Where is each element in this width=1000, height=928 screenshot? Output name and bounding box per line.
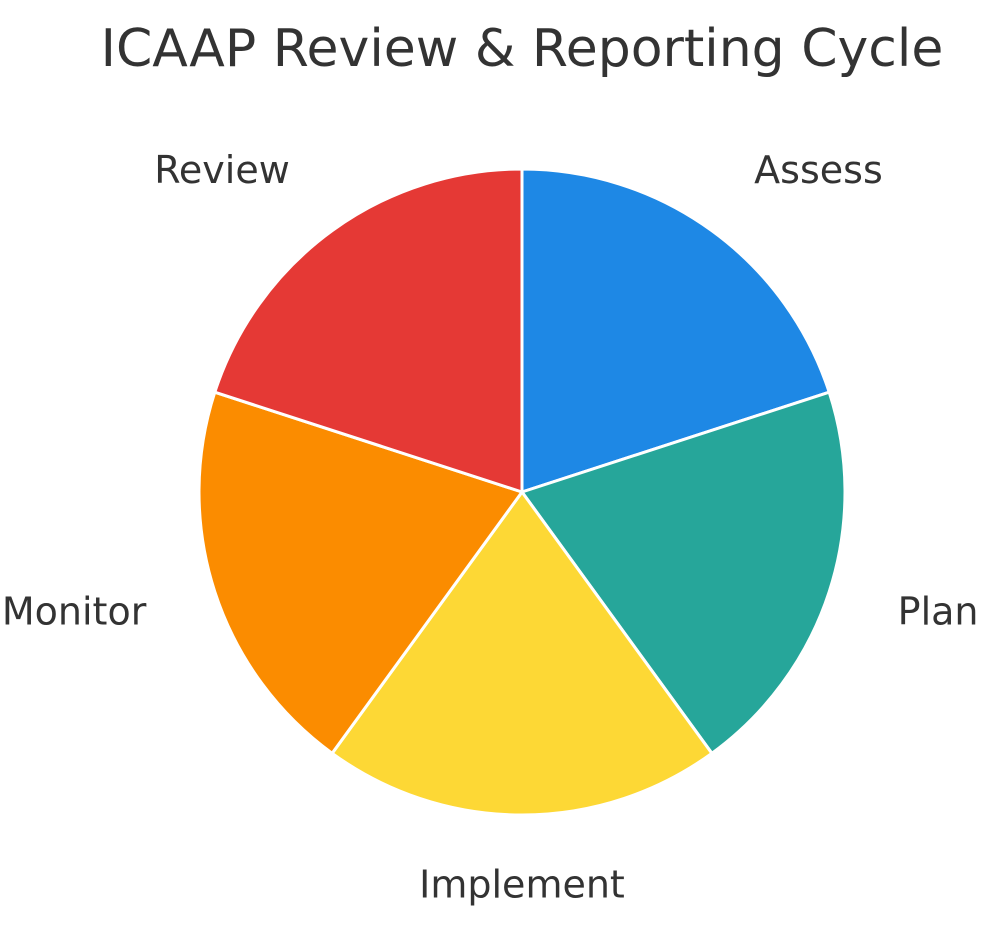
pie-slices bbox=[197, 167, 847, 817]
pie-label-monitor: Monitor bbox=[2, 590, 147, 634]
pie-slice-assess bbox=[520, 167, 831, 494]
pie-label-plan: Plan bbox=[898, 590, 979, 634]
pie-slice-implement bbox=[330, 490, 714, 817]
pie-label-implement: Implement bbox=[419, 863, 625, 907]
pie-slice-review bbox=[213, 167, 524, 494]
pie-label-assess: Assess bbox=[754, 148, 883, 192]
chart-title: ICAAP Review & Reporting Cycle bbox=[101, 19, 944, 79]
pie-labels: Assess Plan Implement Monitor Review bbox=[2, 148, 979, 907]
pie-slice-monitor bbox=[197, 390, 524, 755]
pie-slice-plan bbox=[520, 390, 847, 755]
pie-label-review: Review bbox=[154, 148, 290, 192]
